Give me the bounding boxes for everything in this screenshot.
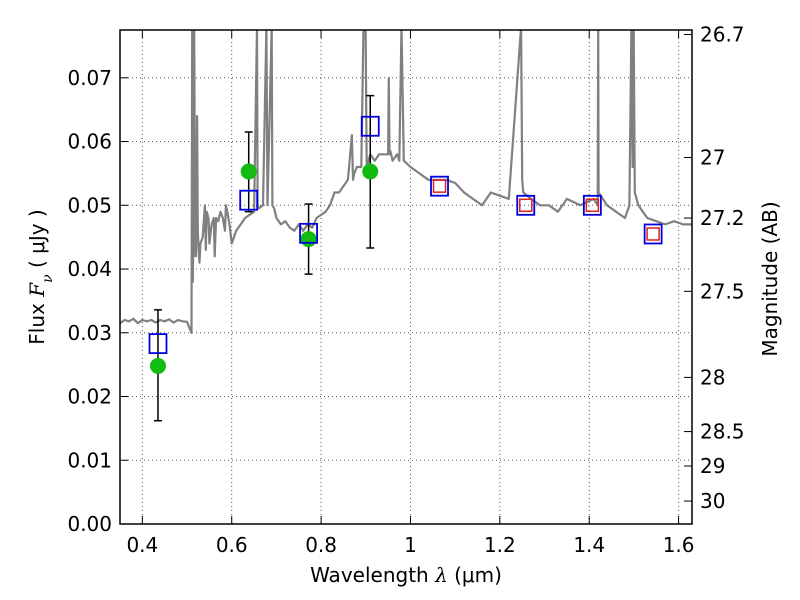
model-point — [148, 333, 168, 355]
model-points — [148, 115, 663, 355]
model-point-inner — [585, 198, 600, 213]
x-axis-label: Wavelength λ (μm) — [310, 563, 502, 587]
x-tick-label: 1.2 — [484, 533, 516, 557]
y2-tick-label: 28 — [700, 365, 725, 389]
tick-labels: 0.4 0.6 0.8 1 1.2 1.4 1.6 0.00 0.01 0.02 0.03 0.04 0… — [67, 22, 744, 557]
model-point — [299, 222, 318, 244]
x-tick-label: 1.6 — [663, 533, 695, 557]
model-point-inner — [519, 198, 533, 213]
y2-axis-label: Magnitude (AB) — [758, 201, 782, 356]
y-tick-label: 0.05 — [67, 193, 112, 217]
y-tick-label: 0.04 — [67, 257, 112, 281]
observed-point — [362, 163, 379, 180]
observed-point — [240, 163, 257, 180]
spectrum-line — [120, 30, 692, 334]
model-point — [643, 223, 663, 245]
x-tick-label: 1.4 — [573, 533, 605, 557]
y2-tick-label: 27.2 — [700, 206, 745, 230]
model-point-inner — [432, 179, 447, 193]
model-point — [360, 115, 380, 137]
x-tick-label: 0.4 — [126, 533, 158, 557]
axis-ticks — [120, 30, 692, 525]
observed-point — [149, 357, 166, 374]
model-point-inner — [646, 227, 660, 241]
observed-point — [300, 231, 317, 248]
y2-tick-label: 29 — [700, 454, 725, 478]
y-tick-label: 0.01 — [67, 448, 112, 472]
y-tick-label: 0.00 — [67, 512, 112, 536]
model-point — [430, 175, 449, 197]
model-point — [516, 194, 536, 216]
y2-tick-label: 27.5 — [700, 279, 745, 303]
y-axis-label: Flux Fν ( μJy ) — [25, 209, 56, 344]
x-tick-label: 0.8 — [305, 533, 337, 557]
y2-tick-label: 27 — [700, 145, 725, 169]
plot-frame — [119, 29, 693, 525]
y2-tick-label: 26.7 — [700, 22, 745, 46]
x-tick-label: 1 — [404, 533, 417, 557]
y-tick-label: 0.06 — [67, 130, 112, 154]
y-tick-label: 0.02 — [67, 385, 112, 409]
y2-tick-label: 28.5 — [700, 420, 745, 444]
spectrum-series — [120, 30, 692, 334]
y-tick-label: 0.07 — [67, 66, 112, 90]
y2-tick-label: 30 — [700, 489, 725, 513]
y-tick-label: 0.03 — [67, 321, 112, 345]
model-point — [239, 189, 259, 211]
model-point — [582, 194, 602, 216]
x-tick-label: 0.6 — [216, 533, 248, 557]
